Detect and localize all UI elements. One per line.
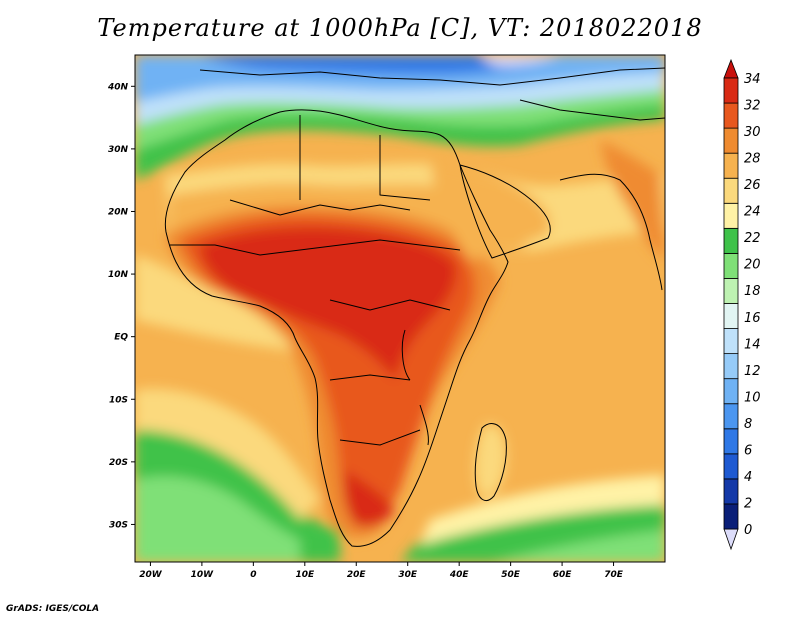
lat-tick-label: 30N: [108, 145, 129, 155]
colorbar-label: 4: [744, 470, 752, 485]
colorbar-label: 6: [744, 443, 752, 458]
colorbar-label: 20: [744, 258, 761, 273]
colorbar-label: 24: [744, 205, 761, 220]
lon-tick-label: 60E: [553, 570, 573, 580]
lat-tick-label: 40N: [107, 82, 129, 92]
colorbar-label: 8: [744, 417, 752, 432]
colorbar-swatch: [723, 378, 739, 405]
colorbar-label: 28: [744, 152, 761, 167]
grads-credit: GrADS: IGES/COLA: [6, 604, 100, 614]
lat-tick-label: 10N: [108, 270, 129, 280]
colorbar-swatch: [723, 403, 739, 430]
colorbar-swatch: [723, 127, 739, 154]
colorbar-swatch: [723, 102, 739, 129]
lat-tick-label: 10S: [109, 395, 128, 405]
lon-tick-label: 20W: [139, 570, 163, 580]
lon-tick-label: 50E: [501, 570, 521, 580]
colorbar-swatch: [723, 77, 739, 104]
colorbar-label: 32: [744, 99, 761, 114]
lon-tick-label: 40E: [449, 570, 470, 580]
colorbar-swatch: [723, 177, 739, 204]
colorbar-swatch: [723, 428, 739, 455]
latitude-axis: 40N 30N 20N 10N EQ 10S 20S 30S: [107, 82, 135, 530]
longitude-axis: 20W 10W 0 10E 20E 30E 40E 50E 60E 70E: [139, 562, 624, 580]
colorbar-swatch: [723, 328, 739, 355]
lon-tick-label: 0: [250, 570, 256, 580]
colorbar-label: 34: [744, 72, 761, 87]
colorbar-label: 10: [744, 390, 761, 405]
colorbar-swatch: [723, 353, 739, 380]
lon-tick-label: 20E: [347, 570, 367, 580]
map-title: Temperature at 1000hPa [C], VT: 20180220…: [97, 14, 703, 42]
colorbar-over-arrow: [723, 58, 739, 79]
colorbar-label: 26: [744, 178, 761, 193]
lat-tick-label: 20S: [109, 458, 128, 468]
colorbar-swatch: [723, 278, 739, 304]
lon-tick-label: 10W: [191, 570, 215, 580]
lat-tick-label: EQ: [114, 333, 128, 343]
colorbar-label: 12: [744, 364, 761, 379]
colorbar-label: 0: [744, 523, 752, 538]
colorbar-label: 18: [744, 284, 761, 299]
coastlines: [164, 67, 665, 547]
lon-tick-label: 10E: [295, 570, 315, 580]
lon-tick-label: 30E: [398, 570, 418, 580]
colorbar-swatch: [723, 202, 739, 229]
lat-tick-label: 30S: [109, 520, 128, 530]
colorbar-label: 30: [744, 125, 761, 140]
colorbar-label: 2: [744, 496, 752, 511]
colorbar-label: 14: [744, 337, 761, 352]
colorbar-swatch: [723, 453, 739, 480]
colorbar-swatch: [723, 478, 739, 505]
colorbar-swatch: [723, 227, 739, 254]
temperature-field: [135, 55, 665, 562]
lat-tick-label: 20N: [108, 207, 129, 217]
plot-frame: [134, 54, 666, 563]
colorbar-label: 22: [744, 231, 761, 246]
colorbar-swatch: [723, 252, 739, 279]
colorbar-under-arrow: [723, 528, 739, 551]
colorbar-swatch: [723, 303, 739, 329]
lon-tick-label: 70E: [604, 570, 624, 580]
colorbar-swatch: [723, 152, 739, 179]
colorbar-swatch: [723, 503, 739, 530]
colorbar-label: 16: [744, 311, 761, 326]
